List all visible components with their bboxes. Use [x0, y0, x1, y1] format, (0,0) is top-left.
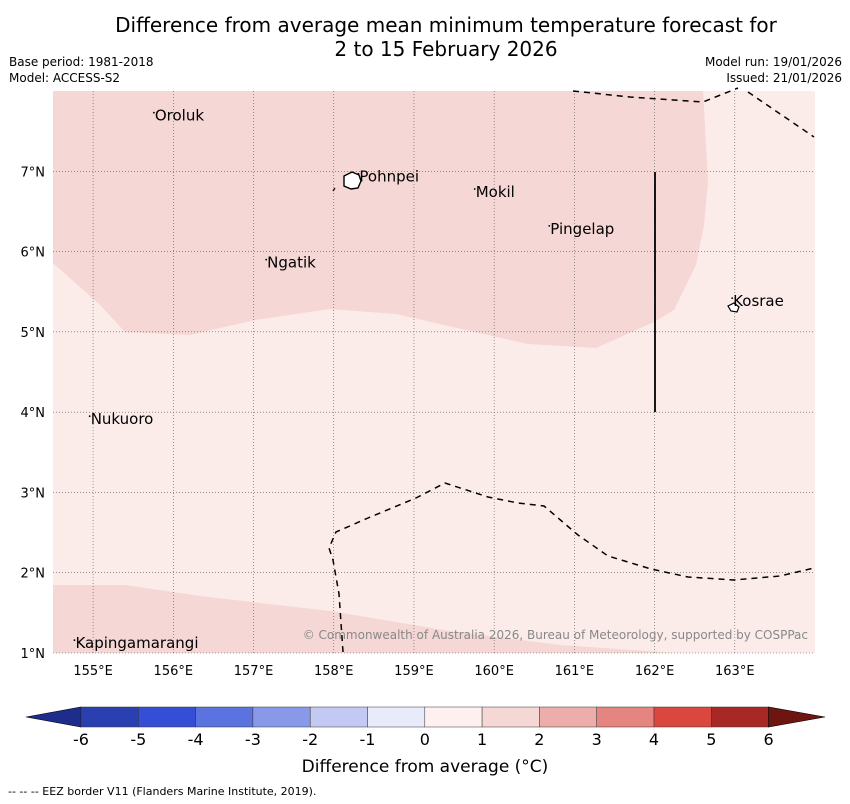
colorbar-cell	[309, 706, 368, 728]
forecast-map: Oroluk Pohnpei Mokil Pingelap Ngatik Kosrae Nu…	[21, 87, 815, 679]
colorbar-tick-label: 2	[534, 730, 544, 749]
latitude-tick-label: 6°N	[21, 246, 46, 261]
colorbar-tick-label: -1	[360, 730, 376, 749]
longitude-tick-label: 157°E	[234, 664, 274, 679]
colorbar-tick-label: 5	[706, 730, 716, 749]
colorbar-cell	[367, 706, 426, 728]
place-marker-ngatik	[265, 258, 268, 261]
longitude-tick-label: 158°E	[314, 664, 354, 679]
anomaly-band-1-2-north	[53, 91, 708, 348]
colorbar-cell	[596, 706, 655, 728]
latitude-tick-label: 2°N	[21, 567, 46, 582]
longitude-tick-label: 156°E	[154, 664, 194, 679]
colorbar-tick-labels: -6 -5 -4 -3 -2 -1 0 1 2 3 4 5 6	[73, 730, 774, 749]
colorbar-tick-label: -5	[130, 730, 146, 749]
map-title-line-1: Difference from average mean minimum tem…	[115, 13, 777, 37]
latitude-tick-label: 4°N	[21, 406, 46, 421]
place-label-pingelap: Pingelap	[550, 220, 614, 238]
colorbar-cell	[80, 706, 139, 728]
place-labels: Oroluk Pohnpei Mokil Pingelap Ngatik Kosrae Nu…	[73, 107, 784, 652]
place-marker-kapingamarangi	[73, 639, 76, 642]
place-label-oroluk: Oroluk	[155, 107, 204, 125]
model-label: Model: ACCESS-S2	[9, 71, 121, 85]
colorbar-cell	[711, 706, 769, 728]
colorbar-tick-label: -3	[245, 730, 261, 749]
eez-legend-note: -- -- -- EEZ border V11 (Flanders Marine…	[8, 785, 317, 798]
colorbar-title: Difference from average (°C)	[301, 757, 549, 777]
longitude-tick-label: 155°E	[73, 664, 113, 679]
place-label-kapingamarangi: Kapingamarangi	[75, 634, 198, 652]
place-label-kosrae: Kosrae	[733, 292, 784, 310]
map-title-line-2: 2 to 15 February 2026	[334, 37, 558, 61]
place-label-ngatik: Ngatik	[267, 254, 316, 272]
colorbar-tick-label: 0	[420, 730, 430, 749]
colorbar-tick-label: 4	[649, 730, 659, 749]
latitude-tick-label: 3°N	[21, 486, 46, 501]
place-label-mokil: Mokil	[476, 183, 515, 201]
colorbar-tick-label: 3	[592, 730, 602, 749]
colorbar-cell	[539, 706, 597, 728]
place-marker-mokil	[473, 188, 476, 190]
place-marker-pohnpei	[357, 172, 360, 175]
colorbar-cell	[252, 706, 311, 728]
place-marker-oroluk	[152, 111, 155, 114]
longitude-tick-label: 163°E	[715, 664, 755, 679]
place-marker-pingelap	[548, 225, 551, 227]
colorbar-cell	[424, 706, 483, 728]
colorbar-tick-label: 6	[764, 730, 774, 749]
base-period-label: Base period: 1981-2018	[9, 55, 154, 69]
issued-label: Issued: 21/01/2026	[726, 71, 842, 85]
place-marker-kosrae	[731, 297, 734, 300]
place-label-nukuoro: Nukuoro	[91, 410, 154, 428]
place-marker-nukuoro	[88, 415, 91, 418]
colorbar: -6 -5 -4 -3 -2 -1 0 1 2 3 4 5 6	[25, 706, 826, 749]
colorbar-extend-high	[768, 706, 826, 728]
place-label-pohnpei: Pohnpei	[359, 168, 419, 186]
colorbar-extend-low	[25, 706, 82, 728]
model-run-label: Model run: 19/01/2026	[704, 55, 842, 69]
latitude-tick-label: 1°N	[21, 647, 46, 662]
kosrae-island-shape	[727, 302, 740, 313]
longitude-tick-label: 160°E	[474, 664, 514, 679]
colorbar-cell	[481, 706, 540, 728]
latitude-tick-label: 5°N	[21, 326, 46, 341]
latitude-tick-label: 7°N	[21, 165, 46, 180]
anomaly-band-1-2-south	[53, 585, 676, 653]
colorbar-cell	[653, 706, 712, 728]
colorbar-cell	[138, 706, 196, 728]
colorbar-tick-label: -4	[188, 730, 204, 749]
latitude-tick-labels: 7°N 6°N 5°N 4°N 3°N 2°N 1°N	[21, 165, 46, 662]
longitude-tick-label: 162°E	[635, 664, 675, 679]
longitude-tick-labels: 155°E 156°E 157°E 158°E 159°E 160°E 161°E 162°E…	[73, 664, 754, 679]
colorbar-cells	[25, 706, 826, 728]
colorbar-tick-label: 1	[477, 730, 487, 749]
longitude-tick-label: 159°E	[394, 664, 434, 679]
pohnpei-island-shape	[343, 171, 362, 190]
colorbar-tick-label: -6	[73, 730, 89, 749]
copyright-notice: © Commonwealth of Australia 2026, Bureau…	[303, 628, 808, 642]
colorbar-cell	[195, 706, 254, 728]
eez-border	[328, 87, 815, 653]
longitude-tick-label: 161°E	[555, 664, 595, 679]
colorbar-tick-label: -2	[302, 730, 318, 749]
ant-atoll-shape	[332, 187, 336, 192]
